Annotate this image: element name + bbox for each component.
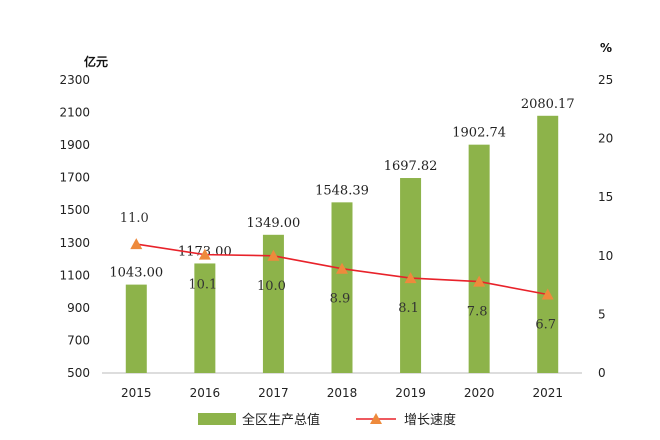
bar (537, 115, 559, 373)
x-tick-label: 2021 (532, 386, 563, 400)
left-axis: 500 700 900 1100 1300 1500 1700 1900 2100 2300 (59, 73, 90, 380)
bar (331, 202, 353, 373)
growth-value-label: 6.7 (535, 317, 556, 332)
growth-value-label: 10.1 (188, 278, 217, 293)
growth-marker (404, 272, 417, 284)
bar (125, 284, 147, 373)
growth-marker (541, 288, 554, 300)
line-series: 11.0 10.1 10.0 8.9 8.1 7.8 6.7 (120, 211, 556, 332)
left-tick-label: 1700 (59, 171, 90, 185)
x-tick-label: 2019 (395, 386, 426, 400)
bar-value-label: 1548.39 (315, 183, 369, 198)
right-tick-label: 10 (598, 249, 613, 263)
left-tick-label: 1900 (59, 138, 90, 152)
left-tick-label: 500 (67, 366, 90, 380)
legend-bar-label: 全区生产总值 (242, 412, 320, 428)
legend: 全区生产总值 增长速度 (198, 412, 456, 428)
right-tick-label: 0 (598, 366, 606, 380)
left-tick-label: 1300 (59, 236, 90, 250)
bar (194, 263, 216, 373)
growth-marker (473, 275, 486, 287)
growth-marker (336, 262, 348, 274)
left-tick-label: 700 (67, 333, 90, 347)
growth-value-label: 7.8 (467, 305, 488, 320)
growth-value-label: 8.9 (330, 292, 351, 307)
x-tick-label: 2015 (121, 386, 152, 400)
bar-value-label: 1902.74 (452, 126, 506, 141)
bar (468, 144, 490, 373)
x-tick-label: 2017 (258, 386, 289, 400)
left-tick-label: 2100 (59, 106, 90, 120)
right-tick-label: 5 (598, 307, 606, 321)
x-tick-label: 2016 (190, 386, 221, 400)
right-tick-label: 20 (598, 132, 613, 146)
bar (262, 234, 284, 373)
x-tick-label: 2020 (464, 386, 495, 400)
growth-value-label: 8.1 (398, 301, 419, 316)
growth-marker (267, 249, 280, 261)
right-axis-unit: % (600, 41, 612, 55)
growth-marker (130, 238, 143, 250)
legend-line-label: 增长速度 (404, 412, 456, 428)
right-tick-label: 15 (598, 190, 613, 204)
legend-bar-swatch (198, 413, 236, 425)
legend-line-marker (370, 413, 382, 424)
right-tick-label: 25 (598, 73, 613, 87)
left-axis-unit: 亿元 (84, 54, 108, 69)
left-tick-label: 1100 (59, 268, 90, 282)
x-axis: 2015 2016 2017 2018 2019 2020 2021 (121, 386, 563, 400)
bar-labels: 1043.001173.001349.001548.391697.821902.… (109, 97, 574, 281)
left-tick-label: 1500 (59, 203, 90, 217)
left-tick-label: 900 (67, 301, 90, 315)
growth-marker (198, 248, 211, 260)
left-tick-label: 2300 (59, 73, 90, 87)
growth-value-label: 10.0 (257, 279, 286, 294)
bar-value-label: 1043.00 (109, 266, 163, 281)
right-axis: 0 5 10 15 20 25 (598, 73, 613, 380)
bar-value-label: 1349.00 (247, 216, 301, 231)
bar-value-label: 1697.82 (384, 159, 438, 174)
x-tick-label: 2018 (327, 386, 358, 400)
bar-series (125, 115, 559, 373)
growth-value-label: 11.0 (120, 211, 149, 226)
bar-value-label: 2080.17 (521, 97, 575, 112)
